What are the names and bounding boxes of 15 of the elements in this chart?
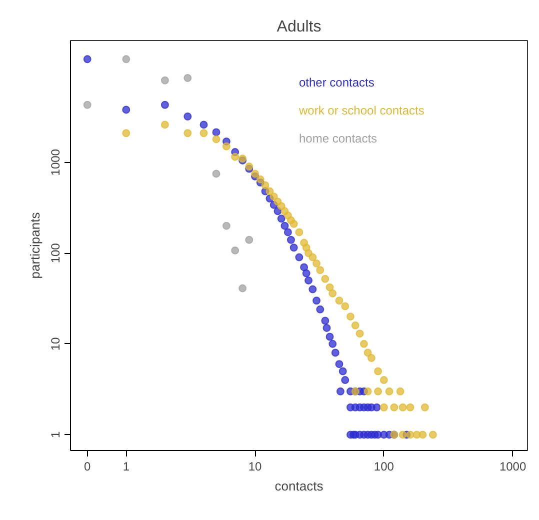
x-tick-label: 1000: [499, 460, 526, 474]
x-tick-label: 100: [374, 460, 394, 474]
text: home contacts: [299, 131, 378, 146]
y-tick-label: 10: [48, 336, 62, 351]
x-axis-title: contacts: [274, 478, 324, 494]
y-tick-label: 100: [48, 242, 62, 264]
chart-title: Adults: [276, 18, 322, 36]
x-tick-label: 0: [84, 460, 92, 474]
y-tick-label: 1: [48, 431, 62, 438]
text: other contacts: [299, 76, 374, 90]
y-tick-label: 1000: [48, 148, 62, 176]
text: work or school contacts: [298, 104, 424, 118]
y-axis-title: participants: [28, 212, 42, 279]
x-tick-label: 1: [122, 460, 130, 474]
x-tick-label: 10: [248, 460, 262, 474]
